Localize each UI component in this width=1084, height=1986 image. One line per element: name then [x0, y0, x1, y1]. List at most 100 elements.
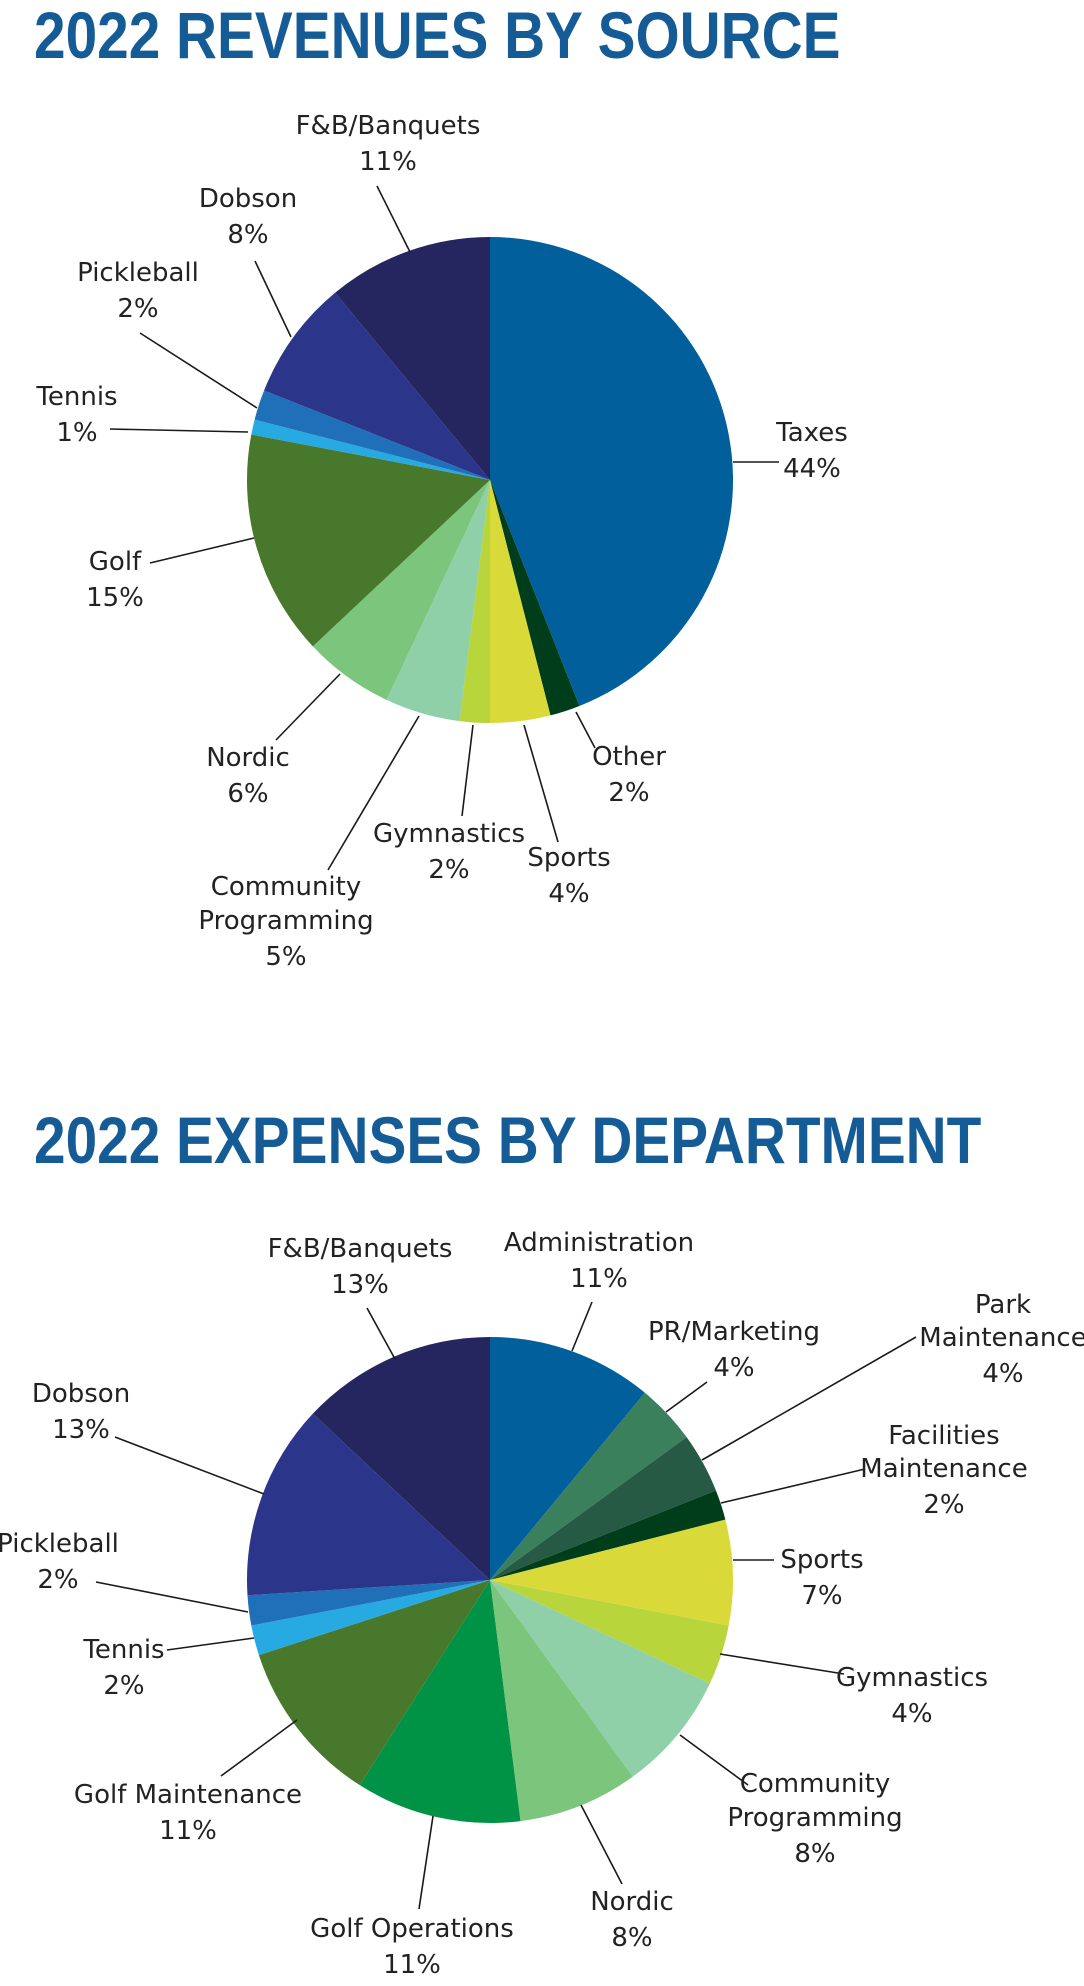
revenue-category-label-fandb-banquets: F&B/Banquets	[296, 111, 481, 141]
revenue-slice-golf	[246, 434, 490, 647]
expense-category-label-facilities-maintenance-line2: Maintenance	[860, 1454, 1027, 1484]
expenses-chart-title: 2022 EXPENSES BY DEPARTMENT	[34, 1103, 982, 1177]
expense-slice-nordic	[490, 1580, 633, 1822]
expense-category-label-community-programming-line1: Community	[740, 1769, 890, 1799]
revenue-category-label-sports: Sports	[527, 843, 610, 873]
expense-value-label-facilities-maintenance: 2%	[923, 1490, 964, 1520]
revenue-category-label-community-programming-line1: Community	[211, 872, 361, 902]
expense-leader-line-golf-maintenance	[220, 1719, 298, 1777]
revenue-slice-nordic	[312, 480, 490, 700]
expense-leader-line-pickleball	[95, 1581, 249, 1613]
expense-category-label-facilities-maintenance-line1: Facilities	[888, 1421, 999, 1451]
expense-category-label-nordic: Nordic	[590, 1887, 674, 1917]
expense-category-label-gymnastics: Gymnastics	[836, 1663, 988, 1693]
expense-leader-line-community-programming	[679, 1734, 749, 1786]
expense-value-label-gymnastics: 4%	[891, 1699, 932, 1729]
revenue-category-label-taxes: Taxes	[775, 418, 848, 448]
expense-slice-administration	[490, 1337, 645, 1580]
revenue-category-label-pickleball: Pickleball	[77, 258, 199, 288]
revenue-leader-line-other	[575, 711, 596, 749]
expense-leader-line-facilities-maintenance	[720, 1468, 866, 1504]
revenue-leader-line-sports	[523, 724, 559, 843]
expense-category-label-park-maintenance-line2: Maintenance	[919, 1323, 1084, 1353]
revenue-leader-line-dobson	[254, 260, 292, 338]
expense-value-label-administration: 11%	[570, 1264, 628, 1294]
revenue-value-label-taxes: 44%	[783, 454, 841, 484]
expense-slice-pickleball	[247, 1580, 490, 1626]
revenue-slices	[246, 237, 734, 723]
expense-value-label-pickleball: 2%	[37, 1565, 78, 1595]
revenue-value-label-community-programming: 5%	[265, 942, 306, 972]
revenue-slice-fandb-banquets	[335, 237, 490, 480]
expense-leader-line-pr-marketing	[665, 1381, 708, 1413]
expense-leader-line-fandb-banquets	[366, 1307, 396, 1360]
revenue-category-label-dobson: Dobson	[199, 184, 297, 214]
revenue-slice-pickleball	[254, 390, 490, 480]
revenue-slice-community-programming	[386, 480, 490, 722]
revenue-leader-line-nordic	[275, 673, 341, 741]
revenues-chart-title: 2022 REVENUES BY SOURCE	[34, 0, 841, 72]
revenue-category-label-gymnastics: Gymnastics	[373, 819, 525, 849]
expense-value-label-park-maintenance: 4%	[982, 1359, 1023, 1389]
expense-slice-sports	[490, 1519, 734, 1626]
revenue-value-label-tennis: 1%	[56, 418, 97, 448]
revenue-value-label-sports: 4%	[548, 879, 589, 909]
expense-category-label-park-maintenance-line1: Park	[975, 1290, 1031, 1320]
expense-leader-line-nordic	[580, 1804, 623, 1885]
expense-value-label-nordic: 8%	[611, 1923, 652, 1953]
revenue-category-label-other: Other	[592, 742, 666, 772]
expense-category-label-pickleball: Pickleball	[0, 1529, 119, 1559]
revenue-category-label-nordic: Nordic	[206, 743, 290, 773]
revenue-leader-line-gymnastics	[461, 724, 474, 817]
expense-value-label-golf-operations: 11%	[383, 1950, 441, 1980]
revenue-value-label-pickleball: 2%	[117, 294, 158, 324]
expense-slices	[247, 1337, 734, 1823]
expense-category-label-sports: Sports	[780, 1545, 863, 1575]
expense-slice-golf-maintenance	[258, 1580, 490, 1786]
expense-slice-tennis	[251, 1580, 490, 1656]
revenue-slice-taxes	[490, 237, 734, 706]
expense-category-label-community-programming-line2: Programming	[727, 1803, 902, 1833]
revenue-leader-line-pickleball	[139, 332, 258, 409]
revenue-value-label-golf: 15%	[86, 583, 144, 613]
expense-slice-community-programming	[490, 1580, 710, 1777]
revenue-slice-sports	[490, 480, 551, 723]
revenue-value-label-nordic: 6%	[227, 779, 268, 809]
expense-slice-gymnastics	[490, 1580, 729, 1684]
expense-category-label-golf-operations: Golf Operations	[310, 1914, 514, 1944]
expense-category-label-fandb-banquets: F&B/Banquets	[268, 1234, 453, 1264]
expense-category-label-pr-marketing: PR/Marketing	[648, 1317, 820, 1347]
expense-leader-line-park-maintenance	[701, 1336, 917, 1461]
revenue-slice-gymnastics	[459, 480, 490, 723]
expense-value-label-tennis: 2%	[103, 1671, 144, 1701]
revenue-leader-line-tennis	[109, 428, 249, 433]
expense-leader-line-gymnastics	[719, 1653, 845, 1675]
expense-labels: Administration11%PR/Marketing4%ParkMaint…	[0, 1228, 1084, 1980]
revenue-leader-line-fandb-banquets	[376, 185, 411, 253]
revenue-leader-line-golf	[149, 537, 255, 564]
revenue-category-label-community-programming-line2: Programming	[198, 906, 373, 936]
expense-category-label-golf-maintenance: Golf Maintenance	[74, 1780, 302, 1810]
expense-slice-dobson	[247, 1413, 490, 1596]
revenue-leader-line-community-programming	[327, 715, 420, 871]
expense-leader-line-administration	[571, 1301, 593, 1352]
revenue-slice-tennis	[251, 419, 490, 480]
expense-leader-line-dobson	[114, 1436, 265, 1495]
expense-value-label-community-programming: 8%	[794, 1839, 835, 1869]
revenue-value-label-dobson: 8%	[227, 220, 268, 250]
expense-slice-park-maintenance	[490, 1437, 716, 1580]
revenue-category-label-golf: Golf	[89, 547, 142, 577]
expense-slice-golf-operations	[359, 1580, 521, 1823]
revenue-category-label-tennis: Tennis	[35, 382, 117, 412]
revenue-slice-dobson	[264, 292, 490, 480]
expense-value-label-sports: 7%	[801, 1581, 842, 1611]
expense-slice-pr-marketing	[490, 1392, 687, 1580]
revenue-value-label-fandb-banquets: 11%	[359, 147, 417, 177]
revenues-pie-chart: Taxes 44% Other 2% Sports 4% Gymnastics 2% Commu…	[35, 111, 848, 972]
revenue-slice-other	[490, 480, 580, 716]
revenue-value-label-gymnastics: 2%	[428, 855, 469, 885]
expense-value-label-dobson: 13%	[52, 1415, 110, 1445]
expense-category-label-dobson: Dobson	[32, 1379, 130, 1409]
expense-category-label-administration: Administration	[504, 1228, 694, 1258]
